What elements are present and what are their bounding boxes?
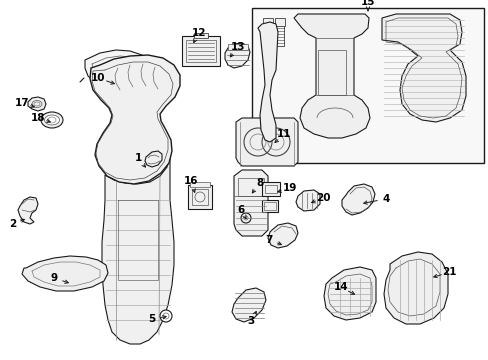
Text: 13: 13 [230,42,244,52]
Bar [187,185,212,209]
Text: 18: 18 [31,113,45,123]
Polygon shape [295,190,319,211]
Text: 20: 20 [316,193,330,203]
Bar [264,202,275,210]
Ellipse shape [44,115,60,125]
Text: 4: 4 [382,194,389,204]
Polygon shape [231,288,265,322]
Circle shape [241,213,250,223]
Text: 7: 7 [265,235,273,245]
Text: 19: 19 [282,183,296,193]
Polygon shape [102,157,174,344]
Polygon shape [341,184,374,215]
Ellipse shape [41,112,63,128]
Polygon shape [381,14,465,122]
Bar [192,189,207,205]
Text: 15: 15 [360,0,374,7]
Text: 14: 14 [333,282,347,292]
Polygon shape [234,170,267,236]
Bar [190,182,209,187]
Text: 12: 12 [191,28,205,38]
Text: 2: 2 [9,219,16,229]
Bar [274,18,285,26]
Polygon shape [90,55,180,184]
Polygon shape [224,43,249,68]
Bar [194,33,207,38]
Bar [262,182,280,196]
Polygon shape [85,50,152,90]
Polygon shape [145,151,162,167]
Text: 9: 9 [51,273,58,283]
Text: 21: 21 [442,267,456,277]
Polygon shape [236,118,297,166]
Text: 11: 11 [277,129,291,139]
Bar [317,50,346,95]
Circle shape [160,310,172,322]
Polygon shape [324,267,375,320]
Polygon shape [258,22,278,142]
Bar [227,44,247,50]
Text: 1: 1 [134,153,142,163]
Polygon shape [267,223,297,248]
Text: 6: 6 [237,205,244,215]
Text: 16: 16 [183,176,198,186]
Polygon shape [293,14,369,138]
Text: 8: 8 [255,178,263,188]
Polygon shape [28,97,46,111]
Text: 17: 17 [15,98,29,108]
Bar [185,40,216,62]
Bar [251,8,483,163]
Bar [238,178,264,196]
Text: 10: 10 [91,73,105,83]
Polygon shape [18,197,38,224]
Bar [182,36,220,66]
Polygon shape [22,256,108,291]
Bar [264,185,276,193]
Text: 3: 3 [247,316,254,327]
Text: 5: 5 [148,314,155,324]
Bar [263,18,272,26]
Bar [262,200,278,212]
Polygon shape [383,252,447,324]
